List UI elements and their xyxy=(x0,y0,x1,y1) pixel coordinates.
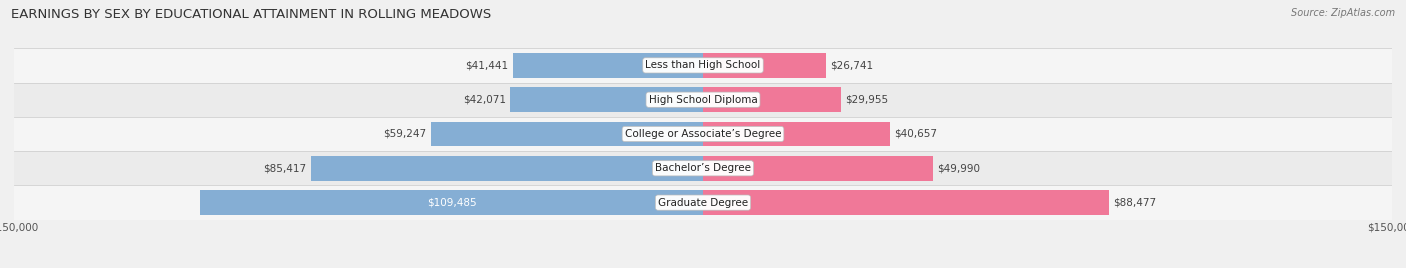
Text: $42,071: $42,071 xyxy=(463,95,506,105)
Text: $40,657: $40,657 xyxy=(894,129,936,139)
Text: $49,990: $49,990 xyxy=(936,163,980,173)
Text: Graduate Degree: Graduate Degree xyxy=(658,198,748,208)
Text: Less than High School: Less than High School xyxy=(645,60,761,70)
Bar xyxy=(703,156,932,181)
Bar xyxy=(14,117,1392,151)
Bar xyxy=(510,87,703,112)
Text: $59,247: $59,247 xyxy=(384,129,427,139)
Bar xyxy=(703,53,825,78)
Text: Source: ZipAtlas.com: Source: ZipAtlas.com xyxy=(1291,8,1395,18)
Text: College or Associate’s Degree: College or Associate’s Degree xyxy=(624,129,782,139)
Bar xyxy=(14,48,1392,83)
Bar xyxy=(14,83,1392,117)
Text: $109,485: $109,485 xyxy=(427,198,477,208)
Bar xyxy=(703,122,890,146)
Bar xyxy=(703,190,1109,215)
Text: $29,955: $29,955 xyxy=(845,95,887,105)
Bar xyxy=(14,151,1392,185)
Text: $88,477: $88,477 xyxy=(1114,198,1157,208)
Bar xyxy=(703,87,841,112)
Bar xyxy=(430,122,703,146)
Text: High School Diploma: High School Diploma xyxy=(648,95,758,105)
Text: $85,417: $85,417 xyxy=(263,163,307,173)
Bar xyxy=(200,190,703,215)
Text: $26,741: $26,741 xyxy=(830,60,873,70)
Bar xyxy=(14,185,1392,220)
Text: Bachelor’s Degree: Bachelor’s Degree xyxy=(655,163,751,173)
Text: $41,441: $41,441 xyxy=(465,60,509,70)
Bar xyxy=(311,156,703,181)
Text: EARNINGS BY SEX BY EDUCATIONAL ATTAINMENT IN ROLLING MEADOWS: EARNINGS BY SEX BY EDUCATIONAL ATTAINMEN… xyxy=(11,8,492,21)
Bar xyxy=(513,53,703,78)
